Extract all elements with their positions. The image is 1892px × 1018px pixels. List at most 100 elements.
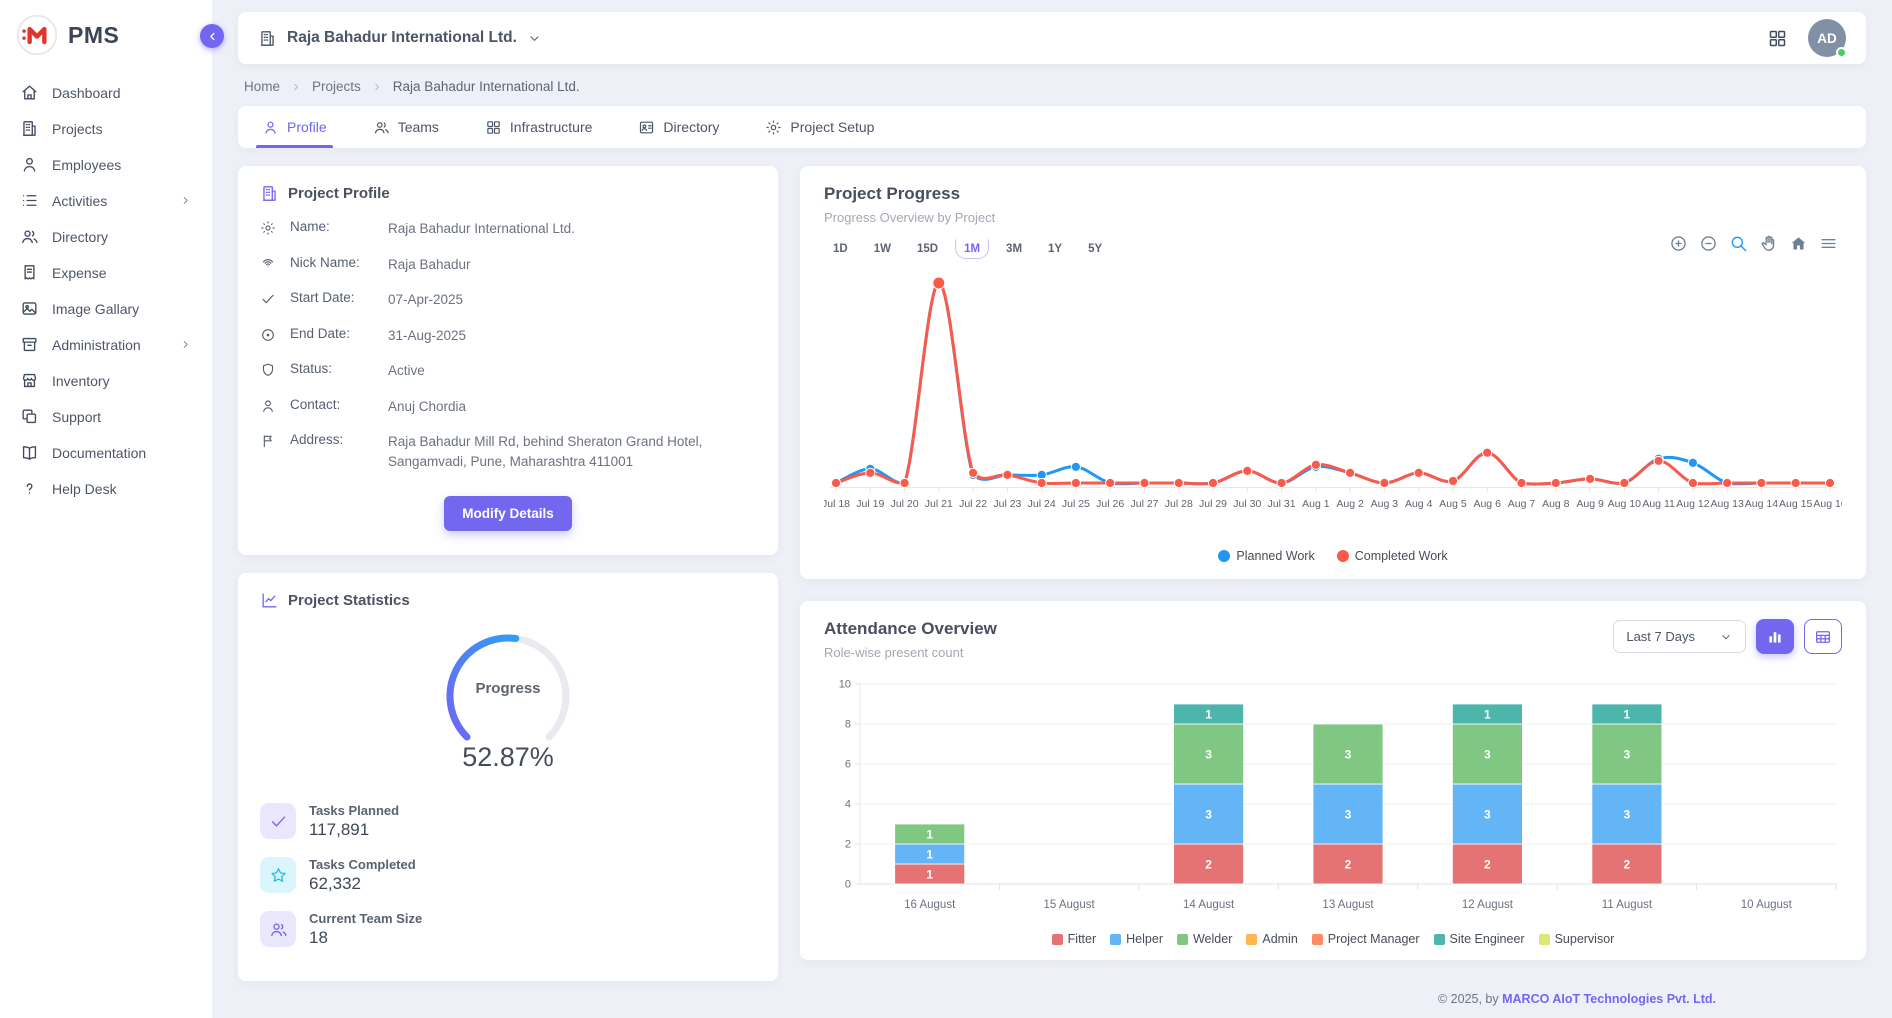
attendance-chart[interactable]: 024681011116 August15 August233114 Augus… [824,672,1842,928]
zoom-out-icon[interactable] [1699,234,1718,253]
receipt-icon [20,263,39,282]
sidebar-item-inventory[interactable]: Inventory [0,366,212,395]
range-3m-button[interactable]: 3M [997,239,1031,259]
svg-text:16 August: 16 August [904,899,956,911]
zoom-in-icon[interactable] [1669,234,1688,253]
pan-icon[interactable] [1759,234,1778,253]
user-icon [20,155,39,174]
legend-supervisor[interactable]: Supervisor [1539,932,1615,946]
avatar[interactable]: AD [1808,19,1846,57]
selection-zoom-icon[interactable] [1729,234,1748,253]
tab-project-setup[interactable]: Project Setup [765,106,874,148]
svg-text:Aug 15: Aug 15 [1779,498,1812,510]
legend-welder[interactable]: Welder [1177,932,1232,946]
svg-text:Aug 12: Aug 12 [1676,498,1709,510]
svg-text:Jul 21: Jul 21 [925,498,953,510]
range-1d-button[interactable]: 1D [824,239,857,259]
breadcrumb: Home Projects Raja Bahadur International L… [238,64,1866,106]
modify-details-button[interactable]: Modify Details [444,496,572,531]
project-progress-chart[interactable]: Jul 18Jul 19Jul 20Jul 21Jul 22Jul 23Jul … [824,263,1842,545]
svg-text:1: 1 [926,868,933,882]
svg-text:3: 3 [1205,808,1212,822]
sidebar-item-administration[interactable]: Administration [0,330,212,359]
svg-text:Aug 11: Aug 11 [1642,498,1675,510]
sidebar-item-expense[interactable]: Expense [0,258,212,287]
sidebar-item-directory[interactable]: Directory [0,222,212,251]
range-1m-button[interactable]: 1M [955,239,989,259]
svg-text:2: 2 [845,839,851,851]
tab-teams[interactable]: Teams [373,106,439,148]
breadcrumb-projects[interactable]: Projects [312,79,361,94]
svg-text:3: 3 [1484,748,1491,762]
sidebar-item-support[interactable]: Support [0,402,212,431]
legend-completed-work[interactable]: Completed Work [1337,549,1448,563]
svg-text:Jul 23: Jul 23 [993,498,1021,510]
users-icon [20,227,39,246]
image-icon [20,299,39,318]
svg-text:3: 3 [1624,808,1631,822]
contact-card-icon [638,119,655,136]
legend-helper[interactable]: Helper [1110,932,1163,946]
legend-fitter[interactable]: Fitter [1052,932,1096,946]
app-title: PMS [68,22,119,49]
svg-text:3: 3 [1484,808,1491,822]
sidebar: PMS Dashboard Projects Employees Activit… [0,0,212,1018]
sidebar-item-employees[interactable]: Employees [0,150,212,179]
range-15d-button[interactable]: 15D [908,239,947,259]
svg-text:Jul 20: Jul 20 [891,498,919,510]
reset-home-icon[interactable] [1789,234,1808,253]
footer-company-link[interactable]: MARCO AIoT Technologies Pvt. Ltd. [1502,992,1716,1006]
online-status-dot [1836,47,1847,58]
apps-grid-icon[interactable] [1767,28,1788,49]
top-header: Raja Bahadur International Ltd. AD [238,12,1866,64]
svg-text:0: 0 [845,879,851,891]
sidebar-item-activities[interactable]: Activities [0,186,212,215]
sidebar-item-help-desk[interactable]: Help Desk [0,474,212,503]
flag-icon [260,432,278,449]
svg-text:10: 10 [839,679,851,691]
circle-dot-icon [260,326,278,343]
svg-text:10 August: 10 August [1741,899,1793,911]
range-select[interactable]: Last 7 Days [1613,620,1746,653]
copy-icon [20,407,39,426]
pms-logo-icon [16,14,58,56]
logo-row: PMS [0,0,212,74]
sidebar-item-image-gallary[interactable]: Image Gallary [0,294,212,323]
table-view-button[interactable] [1804,619,1842,654]
tab-profile[interactable]: Profile [262,106,327,148]
menu-icon[interactable] [1819,234,1838,253]
profile-field-end-date: End Date: 31-Aug-2025 [260,326,756,346]
range-5y-button[interactable]: 5Y [1079,239,1111,259]
breadcrumb-raja-bahadur-international-ltd: Raja Bahadur International Ltd. [393,79,580,94]
bar-chart-view-button[interactable] [1756,619,1794,654]
legend-site-engineer[interactable]: Site Engineer [1434,932,1525,946]
progress-card-title: Project Progress [824,184,1842,204]
tab-infrastructure[interactable]: Infrastructure [485,106,592,148]
sidebar-item-dashboard[interactable]: Dashboard [0,78,212,107]
attendance-card-title: Attendance Overview [824,619,997,639]
legend-admin[interactable]: Admin [1246,932,1297,946]
legend-square-icon [1246,934,1257,945]
sidebar-item-projects[interactable]: Projects [0,114,212,143]
range-1y-button[interactable]: 1Y [1039,239,1071,259]
legend-project-manager[interactable]: Project Manager [1312,932,1420,946]
gear-icon [765,119,782,136]
chevron-down-icon [527,31,542,46]
tab-directory[interactable]: Directory [638,106,719,148]
range-1w-button[interactable]: 1W [865,239,900,259]
svg-text:4: 4 [845,799,851,811]
chevron-right-icon [290,81,302,93]
company-selector[interactable]: Raja Bahadur International Ltd. [258,29,542,48]
svg-text:2: 2 [1624,858,1631,872]
svg-text:Aug 7: Aug 7 [1508,498,1536,510]
svg-text:Aug 2: Aug 2 [1336,498,1364,510]
svg-text:Jul 27: Jul 27 [1130,498,1158,510]
chevron-right-icon [179,194,192,207]
sidebar-collapse-button[interactable] [200,24,224,48]
sidebar-item-documentation[interactable]: Documentation [0,438,212,467]
breadcrumb-home[interactable]: Home [244,79,280,94]
legend-planned-work[interactable]: Planned Work [1218,549,1314,563]
building-icon [20,119,39,138]
svg-text:Jul 30: Jul 30 [1233,498,1261,510]
chevron-down-icon [1719,630,1733,644]
